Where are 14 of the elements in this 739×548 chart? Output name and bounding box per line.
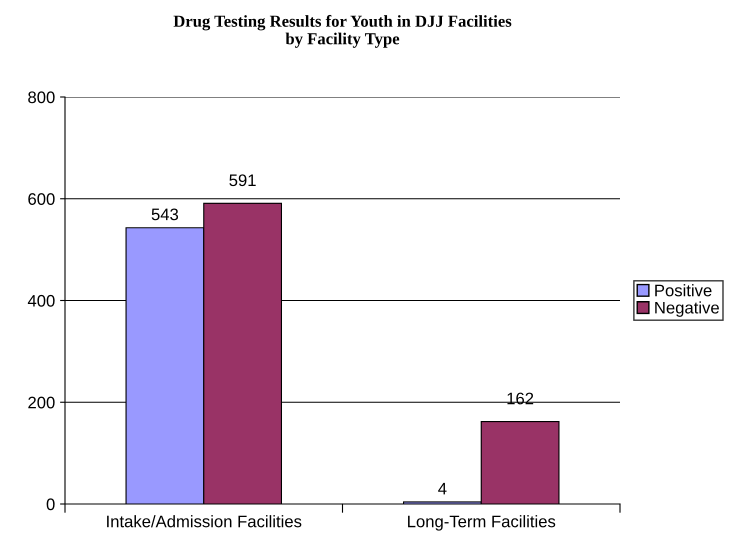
data-label: 543 [152,208,178,220]
y-tick-label: 400 [28,294,55,307]
x-tick-label: Intake/Admission Facilities [107,515,302,528]
data-label: 162 [507,392,534,404]
x-tick-label: Long-Term Facilities [408,515,556,531]
y-tick-label: 600 [28,193,55,205]
data-label: 591 [229,174,256,186]
chart-title: Drug Testing Results for Youth in DJJ Facilities by Facility Type [174,14,512,48]
legend-label: Negative [655,301,719,317]
y-tick-label: 0 [46,498,55,510]
y-tick-label: 800 [28,91,55,104]
y-tick-label: 200 [28,396,55,408]
data-label: 4 [438,482,447,494]
legend-label: Positive [655,284,712,296]
